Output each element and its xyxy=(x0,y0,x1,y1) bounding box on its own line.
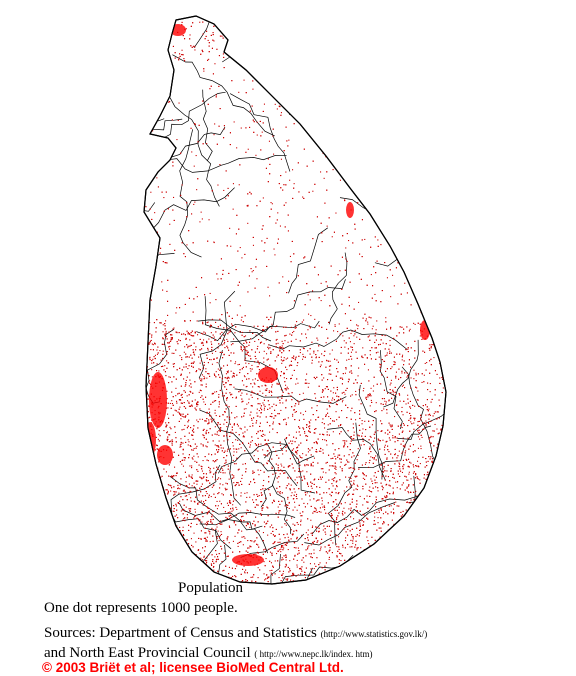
map-title: Population xyxy=(178,580,244,596)
district-boundary xyxy=(260,445,276,508)
district-boundary xyxy=(379,350,403,430)
district-boundary xyxy=(202,529,218,584)
district-boundary xyxy=(144,187,235,246)
district-boundary xyxy=(144,202,156,236)
district-boundary xyxy=(144,549,168,565)
district-boundary xyxy=(225,553,281,584)
district-boundary xyxy=(169,97,220,207)
district-boundary xyxy=(169,510,232,550)
population-dot-map xyxy=(143,15,447,585)
district-boundary xyxy=(304,502,396,546)
district-boundary xyxy=(168,154,287,173)
district-boundary xyxy=(202,89,213,161)
census-url: (http://www.statistics.gov.lk/) xyxy=(320,629,428,639)
dense-area xyxy=(157,445,173,465)
district-boundary xyxy=(327,427,386,481)
district-boundary xyxy=(178,502,263,530)
sources-line-1: Sources: Department of Census and Statis… xyxy=(44,625,427,642)
district-boundary xyxy=(170,464,221,515)
district-boundary xyxy=(144,16,151,104)
district-boundary xyxy=(363,124,426,170)
sources-label: Sources: Department of Census and Statis… xyxy=(44,625,317,641)
district-boundary xyxy=(193,16,236,48)
copyright-notice: © 2003 Briët et al; licensee BioMed Cent… xyxy=(42,660,344,675)
district-boundary xyxy=(172,54,275,137)
district-boundary xyxy=(196,320,320,342)
sources-line-2: and North East Provincial Council ( http… xyxy=(44,645,373,662)
district-boundary xyxy=(271,484,291,534)
dense-area xyxy=(258,367,278,383)
dense-area xyxy=(346,202,354,218)
district-boundary xyxy=(218,350,241,506)
district-boundary xyxy=(240,533,305,558)
district-boundary xyxy=(401,366,439,476)
district-boundary xyxy=(152,544,227,584)
dense-area xyxy=(232,554,264,566)
district-boundary xyxy=(169,475,269,554)
district-boundary xyxy=(424,95,446,180)
dense-area xyxy=(149,372,167,428)
district-boundary xyxy=(397,410,446,440)
district-boundary xyxy=(288,70,405,115)
district-boundary xyxy=(230,279,346,343)
dense-area xyxy=(144,422,156,458)
district-boundary xyxy=(288,227,329,294)
district-boundary xyxy=(328,252,348,325)
district-boundary xyxy=(268,329,408,350)
district-boundary xyxy=(144,84,165,122)
district-boundary xyxy=(347,16,366,41)
district-boundary xyxy=(383,339,419,408)
district-boundary xyxy=(198,290,236,379)
district-boundary xyxy=(199,409,298,487)
council-label: and North East Provincial Council xyxy=(44,645,251,661)
district-boundary xyxy=(405,16,446,35)
district-boundary xyxy=(311,486,434,535)
district-boundary xyxy=(327,422,361,546)
district-boundary xyxy=(358,384,383,480)
district-boundary xyxy=(308,32,344,108)
council-url: ( http://www.nepc.lk/index. htm) xyxy=(254,649,373,659)
district-boundary xyxy=(229,93,291,172)
district-boundary xyxy=(359,16,379,62)
district-boundary xyxy=(144,351,161,404)
dot-legend: One dot represents 1000 people. xyxy=(44,600,238,616)
district-boundary xyxy=(179,129,202,258)
island-outline xyxy=(143,15,447,585)
